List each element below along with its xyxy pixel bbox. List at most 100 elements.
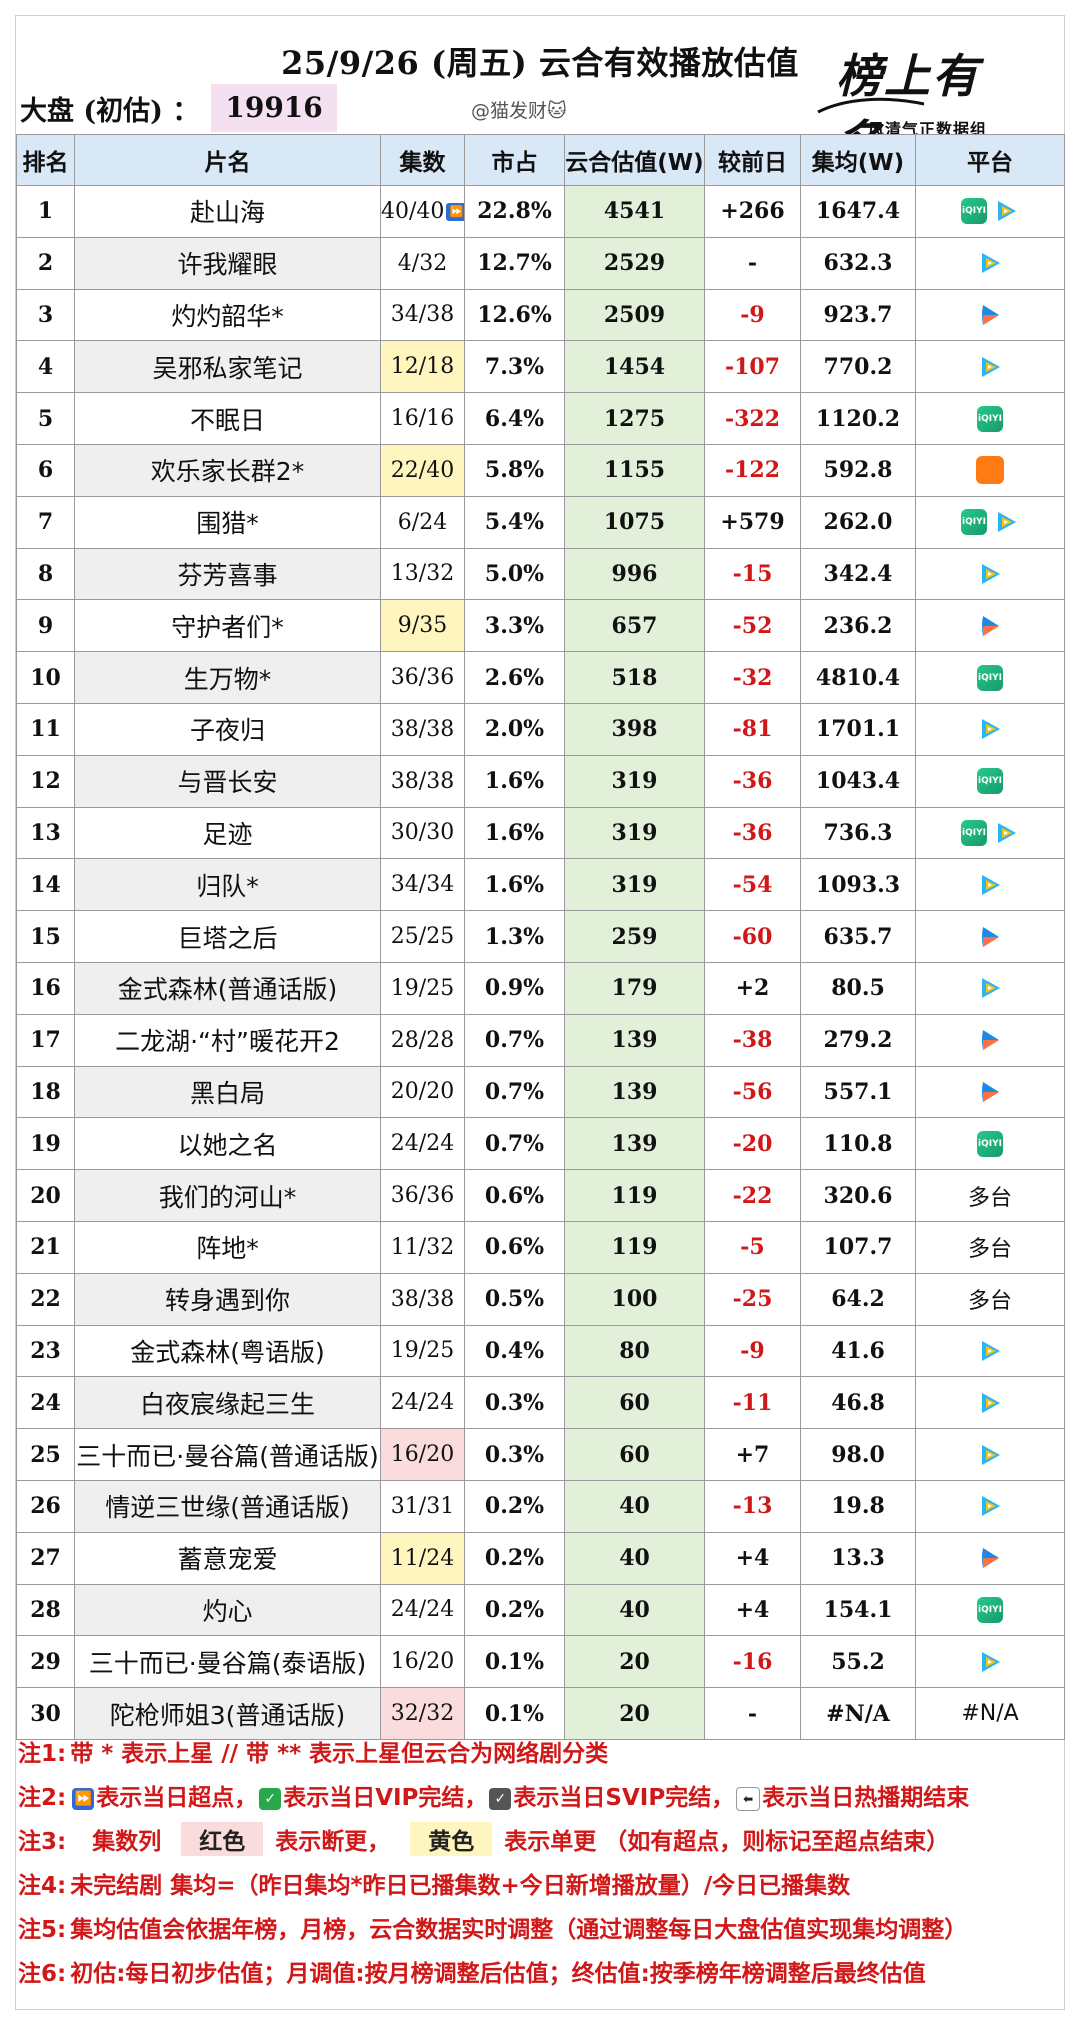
cell-episodes: 24/24 [380, 1117, 465, 1171]
note-3-label: 注3: [18, 1829, 67, 1855]
cell-platform: 多台 [915, 1272, 1065, 1326]
note-3-col: 集数列 [92, 1829, 162, 1855]
cell-value: 657 [564, 599, 705, 653]
table-row: 10 生万物* 36/36 2.6% 518 -32 4810.4 iQIYI [16, 651, 1065, 704]
cell-platform: 多台 [915, 1220, 1065, 1274]
cell-share: 0.3% [464, 1376, 565, 1430]
cell-platform [915, 547, 1065, 601]
cell-diff: +266 [704, 185, 801, 238]
table-row: 15 巨塔之后 25/25 1.3% 259 -60 635.7 [16, 910, 1065, 963]
cell-diff: - [704, 1687, 801, 1740]
cell-title: 金式森林(粤语版) [74, 1324, 381, 1378]
cell-diff: -81 [704, 702, 801, 756]
cell-rank: 29 [16, 1635, 75, 1689]
cell-title: 守护者们* [74, 599, 381, 653]
page-title: 25/9/26 (周五) 云合有效播放估值 [281, 44, 799, 82]
cell-avg: 1647.4 [800, 185, 916, 238]
note-6-text: 初估:每日初步估值；月调值:按月榜调整后估值；终估值:按季榜年榜调整后最终估值 [70, 1961, 926, 1987]
table-row: 21 阵地* 11/32 0.6% 119 -5 107.7 多台 [16, 1220, 1065, 1274]
table-row: 27 蓄意宠爱 11/24 0.2% 40 +4 13.3 [16, 1531, 1065, 1585]
tencent-video-icon [982, 253, 1000, 274]
cell-avg: 1043.4 [800, 754, 916, 808]
tencent-video-icon [982, 1392, 1000, 1413]
cell-title: 与晋长安 [74, 754, 381, 808]
iqiyi-icon: iQIYI [977, 664, 1003, 691]
cell-platform: iQIYI [915, 392, 1065, 445]
table-row: 8 芬芳喜事 13/32 5.0% 996 -15 342.4 [16, 547, 1065, 601]
cell-share: 5.4% [464, 495, 565, 549]
cell-rank: 18 [16, 1065, 75, 1119]
cell-avg: 342.4 [800, 547, 916, 601]
cell-episodes: 40/40 ⏩ [380, 185, 465, 238]
cell-diff: -5 [704, 1220, 801, 1274]
cell-value: 398 [564, 702, 705, 756]
episodes-text: 36/36 [390, 1183, 455, 1209]
cell-platform [915, 858, 1065, 912]
note-3: 注3: 集数列 红色 表示断更， 黄色 表示单更 （如有超点，则标记至超点结束） [18, 1822, 949, 1856]
cell-avg: 320.6 [800, 1169, 916, 1222]
table-row: 9 守护者们* 9/35 3.3% 657 -52 236.2 [16, 599, 1065, 653]
cell-avg: 46.8 [800, 1376, 916, 1430]
iqiyi-icon: iQIYI [977, 768, 1003, 795]
cell-episodes: 16/20 [380, 1635, 465, 1689]
cell-value: 40 [564, 1479, 705, 1533]
episodes-text: 30/30 [390, 820, 455, 846]
cell-share: 0.9% [464, 961, 565, 1015]
cell-platform [915, 288, 1065, 342]
cell-title: 三十而已·曼谷篇(泰语版) [74, 1635, 381, 1689]
platform-na: #N/A [961, 1701, 1019, 1726]
cell-share: 0.2% [464, 1531, 565, 1585]
note-5: 注5: 集均估值会依据年榜，月榜，云合数据实时调整（通过调整每日大盘估值实现集均调… [18, 1910, 967, 1944]
cell-episodes: 19/25 [380, 961, 465, 1015]
cell-share: 5.0% [464, 547, 565, 601]
note-3-red-chip: 红色 [181, 1822, 264, 1856]
note-2-label: 注2: [18, 1785, 67, 1811]
cell-platform: 多台 [915, 1169, 1065, 1222]
tencent-video-icon [982, 978, 1000, 999]
cell-diff: -54 [704, 858, 801, 912]
cell-platform: iQIYI [915, 1117, 1065, 1171]
episodes-text: 16/20 [390, 1649, 455, 1675]
cell-rank: 11 [16, 702, 75, 756]
note-2-b: 表示当日VIP完结， [283, 1785, 488, 1811]
cell-avg: 279.2 [800, 1013, 916, 1067]
cell-diff: -36 [704, 806, 801, 860]
youku-icon [982, 1548, 999, 1569]
cell-title: 金式森林(普通话版) [74, 961, 381, 1015]
cell-avg: 1093.3 [800, 858, 916, 912]
platform-multi: 多台 [967, 1185, 1012, 1211]
cell-share: 0.7% [464, 1013, 565, 1067]
cell-title: 吴邪私家笔记 [74, 340, 381, 394]
cell-rank: 20 [16, 1169, 75, 1222]
cell-value: 60 [564, 1428, 705, 1481]
youku-icon [982, 926, 999, 947]
cell-share: 0.7% [464, 1117, 565, 1171]
episodes-text: 11/32 [390, 1234, 455, 1260]
cell-value: 119 [564, 1220, 705, 1274]
episodes-text: 12/18 [390, 354, 455, 380]
tencent-video-icon [982, 356, 1000, 377]
cell-share: 0.6% [464, 1169, 565, 1222]
chart-sheet: 25/9/26 (周五) 云合有效播放估值 大盘 (初估) ： 19916 @猫… [15, 15, 1065, 2010]
youku-icon [982, 304, 999, 325]
tencent-video-icon [982, 719, 1000, 740]
cell-episodes: 31/31 [380, 1479, 465, 1533]
cell-title: 不眠日 [74, 392, 381, 445]
cell-rank: 30 [16, 1687, 75, 1740]
cell-diff: -13 [704, 1479, 801, 1533]
table-row: 20 我们的河山* 36/36 0.6% 119 -22 320.6 多台 [16, 1169, 1065, 1222]
note-2-d: 表示当日热播期结束 [762, 1785, 970, 1811]
cell-platform: #N/A [915, 1687, 1065, 1740]
cell-avg: 98.0 [800, 1428, 916, 1481]
cell-rank: 14 [16, 858, 75, 912]
cell-diff: +4 [704, 1583, 801, 1637]
cell-share: 12.6% [464, 288, 565, 342]
fast-forward-icon: ⏩ [446, 202, 464, 221]
check-green-icon: ✓ [259, 1787, 282, 1810]
cell-episodes: 22/40 [380, 443, 465, 497]
market-total-value: 19916 [211, 84, 337, 132]
note-3-red-desc: 表示断更， [275, 1829, 391, 1855]
episodes-text: 13/32 [390, 561, 455, 587]
cell-share: 0.5% [464, 1272, 565, 1326]
cell-rank: 22 [16, 1272, 75, 1326]
